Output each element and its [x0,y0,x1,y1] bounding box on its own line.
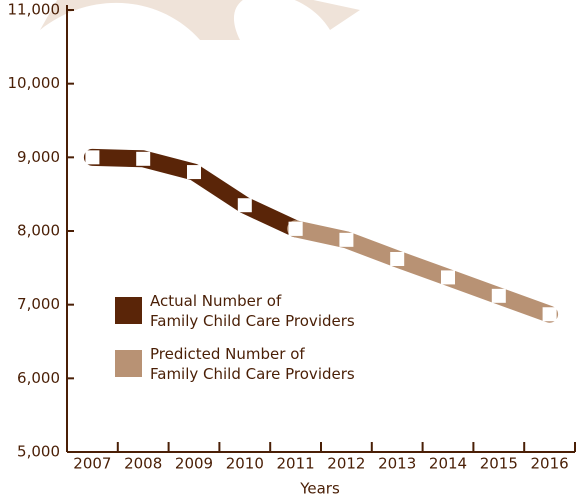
y-tick-label: 9,000 [17,148,60,166]
point-marker [136,151,151,166]
point-marker [85,150,100,165]
x-axis-label: Years [299,480,340,498]
point-marker [339,232,354,247]
point-marker [288,221,303,236]
point-marker [441,270,455,285]
x-tick-label: 2009 [175,455,213,473]
x-tick-label: 2012 [327,455,365,473]
x-tick-label: 2010 [226,455,264,473]
y-tick-label: 6,000 [17,369,60,387]
y-tick-label: 5,000 [17,443,60,461]
x-tick-label: 2013 [378,455,416,473]
x-tick-label: 2008 [124,455,162,473]
point-marker [390,251,405,266]
point-marker [491,288,506,303]
legend-swatch [115,350,142,377]
x-tick-label: 2007 [73,455,111,473]
watermark [40,0,360,40]
y-tick-label: 8,000 [17,222,60,240]
legend-label: Actual Number of Family Child Care Provi… [150,292,355,330]
series-line [287,220,559,323]
y-tick-label: 7,000 [17,295,60,313]
point-marker [237,198,252,213]
point-marker [542,307,557,322]
x-tick-label: 2014 [429,455,467,473]
y-tick-label: 11,000 [8,1,61,19]
y-tick-label: 10,000 [8,74,61,92]
point-marker [187,165,201,180]
legend-label: Predicted Number of Family Child Care Pr… [150,345,355,383]
x-tick-label: 2011 [277,455,315,473]
x-tick-label: 2015 [480,455,518,473]
legend-swatch [115,297,142,324]
x-tick-label: 2016 [531,455,569,473]
